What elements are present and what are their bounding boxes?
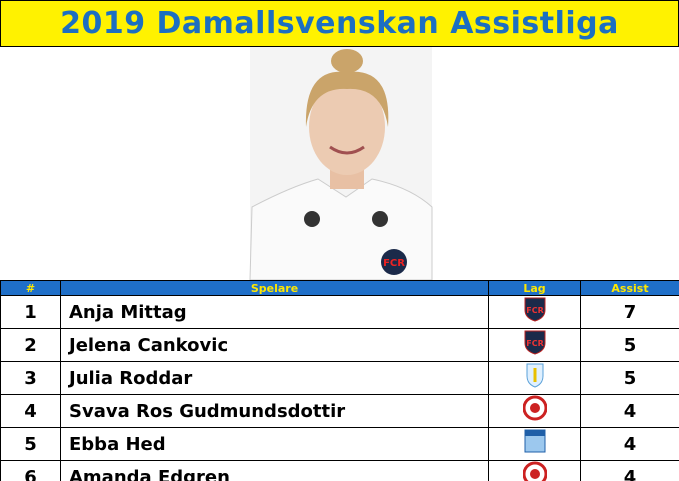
assist-count: 7 xyxy=(580,295,679,329)
team-logo: FCR xyxy=(488,295,581,329)
team-logo xyxy=(488,394,581,428)
title: 2019 Damallsvenskan Assistliga xyxy=(0,0,679,47)
logo xyxy=(526,363,543,388)
column-header: # xyxy=(0,280,61,296)
assist-count: 4 xyxy=(580,394,679,428)
column-header: Lag xyxy=(488,280,581,296)
assist-count: 5 xyxy=(580,328,679,362)
rank: 4 xyxy=(0,394,61,428)
team-logo xyxy=(488,427,581,461)
column-header: Spelare xyxy=(60,280,489,296)
team-logo xyxy=(488,361,581,395)
assist-count: 5 xyxy=(580,361,679,395)
table-row: 2 Jelena Cankovic FCR 5 xyxy=(0,328,679,362)
table-row: 5 Ebba Hed 4 xyxy=(0,427,679,461)
logo: FCR xyxy=(524,330,545,355)
column-header: Assist xyxy=(580,280,679,296)
assist-table: # Spelare Lag Assist 1 Anja Mittag FCR 7 2 Jelen… xyxy=(0,280,679,481)
header-row: # Spelare Lag Assist xyxy=(0,280,679,296)
logo xyxy=(524,429,545,453)
assist-count: 4 xyxy=(580,427,679,461)
player-name: Anja Mittag xyxy=(60,295,489,329)
table-row: 1 Anja Mittag FCR 7 xyxy=(0,295,679,329)
rank: 3 xyxy=(0,361,61,395)
svg-text:FCR: FCR xyxy=(526,306,544,315)
team-logo xyxy=(488,460,581,481)
team-logo: FCR xyxy=(488,328,581,362)
rank: 5 xyxy=(0,427,61,461)
player-name: Julia Roddar xyxy=(60,361,489,395)
logo xyxy=(522,461,547,481)
rank: 6 xyxy=(0,460,61,481)
table-row: 4 Svava Ros Gudmundsdottir 4 xyxy=(0,394,679,428)
player-photo: FCR xyxy=(249,47,433,280)
svg-text:FCR: FCR xyxy=(383,258,405,269)
rank: 2 xyxy=(0,328,61,362)
assist-count: 4 xyxy=(580,460,679,481)
player-name: Ebba Hed xyxy=(60,427,489,461)
player-name: Jelena Cankovic xyxy=(60,328,489,362)
table-row: 3 Julia Roddar 5 xyxy=(0,361,679,395)
table-row: 6 Amanda Edgren 4 xyxy=(0,460,679,481)
player-name: Amanda Edgren xyxy=(60,460,489,481)
player-name: Svava Ros Gudmundsdottir xyxy=(60,394,489,428)
svg-text:FCR: FCR xyxy=(526,339,544,348)
logo: FCR xyxy=(524,297,545,322)
logo xyxy=(522,395,547,421)
rank: 1 xyxy=(0,295,61,329)
